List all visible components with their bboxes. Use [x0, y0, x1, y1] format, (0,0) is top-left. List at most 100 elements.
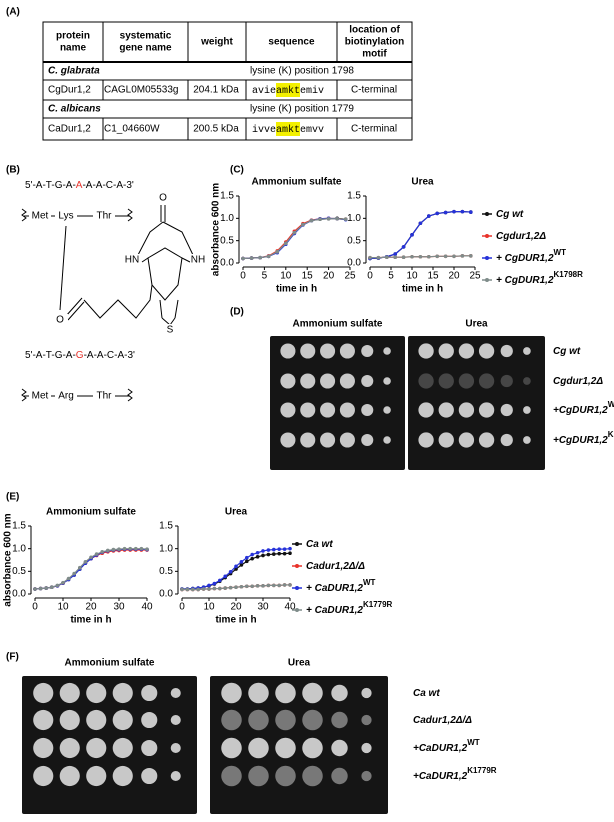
colony-spot — [86, 709, 107, 731]
colony-spot — [383, 377, 391, 385]
species: C. albicans — [48, 104, 101, 115]
data-point — [139, 546, 144, 551]
strain-label: +CaDUR1,2WT — [413, 738, 480, 754]
data-point — [234, 585, 238, 589]
data-point — [326, 216, 331, 221]
x-tick-label: 20 — [85, 602, 97, 613]
amino-acid: Arg — [58, 391, 74, 402]
colony-spot — [112, 765, 133, 787]
data-point — [122, 546, 127, 551]
colony-spot — [280, 432, 296, 448]
x-tick-label: 0 — [32, 602, 38, 613]
data-point — [245, 584, 249, 589]
species-note: lysine (K) position 1779 — [250, 104, 354, 115]
data-point — [435, 254, 440, 259]
colony-spot — [458, 402, 475, 418]
colony-spot — [418, 432, 434, 448]
strain-label: Cadur1,2Δ/Δ — [413, 715, 472, 726]
colony-spot — [383, 347, 391, 355]
colony-spot — [383, 436, 391, 444]
colony-spot — [320, 373, 336, 389]
legend-marker — [295, 564, 299, 568]
legend-entry: + CgDUR1,2WT — [496, 248, 566, 264]
data-point — [266, 583, 271, 588]
colony-spot — [221, 682, 242, 704]
colony-spot — [141, 711, 158, 729]
panel-label: (C) — [230, 165, 244, 176]
colony-spot — [478, 402, 495, 418]
data-point — [284, 241, 288, 246]
gene: CAGL0M05533g — [104, 85, 179, 96]
colony-spot — [361, 742, 372, 754]
y-tick-label: 1.5 — [159, 521, 173, 532]
x-tick-label: 10 — [406, 271, 418, 282]
data-point — [410, 233, 414, 237]
colony-spot — [221, 737, 242, 759]
colony-spot — [248, 765, 269, 787]
data-point — [55, 583, 60, 588]
data-point — [288, 546, 292, 551]
x-tick-label: 20 — [448, 271, 460, 282]
y-tick-label: 1.0 — [12, 543, 26, 554]
panel-label: (A) — [6, 7, 20, 18]
data-point — [275, 250, 280, 254]
data-point — [460, 254, 465, 258]
panel-label: (F) — [6, 652, 19, 663]
weight: 200.5 kDa — [193, 124, 239, 135]
colony-spot — [523, 377, 531, 385]
x-tick-label: 30 — [257, 602, 269, 613]
data-point — [393, 255, 398, 259]
y-tick-label: 1.0 — [220, 213, 234, 224]
data-point — [255, 555, 260, 559]
x-tick-label: 5 — [388, 271, 394, 282]
data-point — [282, 583, 287, 587]
data-point — [44, 586, 48, 590]
text-part: WT — [554, 248, 567, 257]
colony-spot — [361, 770, 372, 782]
text-part: ivve — [252, 124, 276, 136]
amino-acid: Thr — [97, 391, 113, 402]
data-point — [239, 584, 244, 589]
data-point — [427, 214, 431, 218]
strain-label: +CgDUR1,2K1798R — [553, 430, 614, 446]
data-point — [335, 216, 339, 221]
text-part: Cadur1,2Δ/Δ — [413, 715, 472, 726]
data-point — [223, 586, 227, 590]
text-part: 5'-A-T-G-A- — [25, 180, 76, 191]
colony-spot — [221, 709, 242, 731]
colony-spot — [302, 765, 323, 787]
colony-spot — [438, 402, 454, 418]
data-point — [128, 546, 132, 551]
label-bg — [162, 324, 178, 336]
data-point — [261, 553, 265, 558]
data-point — [241, 256, 245, 261]
data-point — [288, 551, 292, 555]
data-point — [106, 548, 110, 553]
motif-highlight — [276, 122, 300, 136]
text-part: Ca wt — [413, 688, 440, 699]
y-tick-label: 0.5 — [159, 566, 173, 577]
data-point — [460, 209, 465, 214]
data-point — [277, 583, 282, 588]
data-point — [469, 210, 473, 214]
amino-acid: Met — [32, 211, 49, 222]
plate-title: Urea — [465, 319, 488, 330]
data-point — [239, 563, 244, 567]
colony-spot — [300, 373, 316, 389]
colony-spot — [59, 682, 80, 704]
text-part: +CaDUR1,2 — [413, 743, 468, 754]
colony-spot — [302, 709, 323, 731]
data-point — [228, 569, 233, 574]
text-part: +CaDUR1,2 — [413, 771, 468, 782]
strain-label: Ca wt — [413, 688, 440, 699]
colony-spot — [300, 402, 316, 418]
text-part: + CaDUR1,2 — [306, 583, 363, 594]
data-point — [255, 550, 260, 555]
plate-title: Ammonium sulfate — [64, 658, 154, 669]
strain-label: Cg wt — [553, 346, 581, 357]
colony-spot — [280, 402, 296, 418]
data-point — [418, 254, 423, 259]
data-point — [239, 560, 244, 564]
x-tick-label: 15 — [302, 271, 314, 282]
colony-spot — [500, 403, 513, 417]
